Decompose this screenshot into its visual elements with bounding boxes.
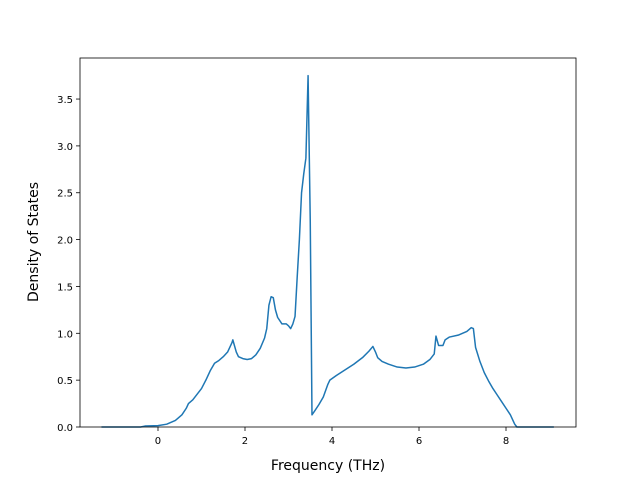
y-tick-label: 1.5 xyxy=(57,282,73,293)
plot-frame xyxy=(79,57,577,428)
y-tick-label: 0.0 xyxy=(57,423,73,434)
line-series xyxy=(101,74,554,428)
y-axis-label: Density of States xyxy=(26,182,42,302)
x-tick-label: 6 xyxy=(416,436,422,447)
x-tick-label: 8 xyxy=(503,436,509,447)
y-tick-label: 2.0 xyxy=(57,236,73,247)
x-tick-label: 4 xyxy=(329,436,335,447)
y-tick-label: 0.5 xyxy=(57,376,73,387)
x-tick-label: 0 xyxy=(155,436,161,447)
y-tick-label: 3.5 xyxy=(57,95,73,106)
x-tick-label: 2 xyxy=(242,436,248,447)
y-tick-label: 2.5 xyxy=(57,189,73,200)
y-tick-label: 3.0 xyxy=(57,142,73,153)
x-axis-label: Frequency (THz) xyxy=(271,458,385,474)
y-tick-label: 1.0 xyxy=(57,329,73,340)
